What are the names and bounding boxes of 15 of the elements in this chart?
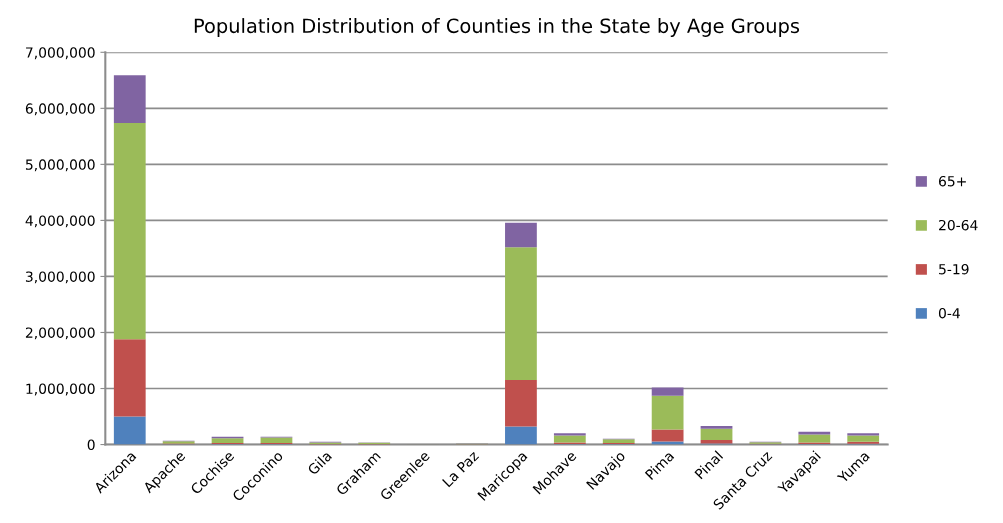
legend-label: 65+ — [938, 175, 966, 187]
legend-label: 20-64 — [939, 219, 978, 231]
y-tick-label: 1,000,000 — [26, 383, 95, 396]
legend-label: 5-19 — [939, 263, 969, 275]
x-tick-label: Gila — [306, 450, 333, 476]
x-tick-label: La Paz — [442, 450, 480, 488]
legend-label: 0-4 — [938, 307, 960, 319]
chart-title: Population Distribution of Counties in the State by Age Groups — [194, 18, 800, 37]
y-tick-label: 4,000,000 — [25, 215, 95, 228]
y-tick-label: 6,000,000 — [25, 103, 95, 116]
y-tick-label: 2,000,000 — [25, 327, 95, 340]
y-tick-label: 3,000,000 — [25, 271, 95, 284]
y-tick-label: 7,000,000 — [26, 47, 95, 60]
y-tick-label: 0 — [87, 439, 95, 451]
y-tick-label: 5,000,000 — [25, 159, 95, 172]
